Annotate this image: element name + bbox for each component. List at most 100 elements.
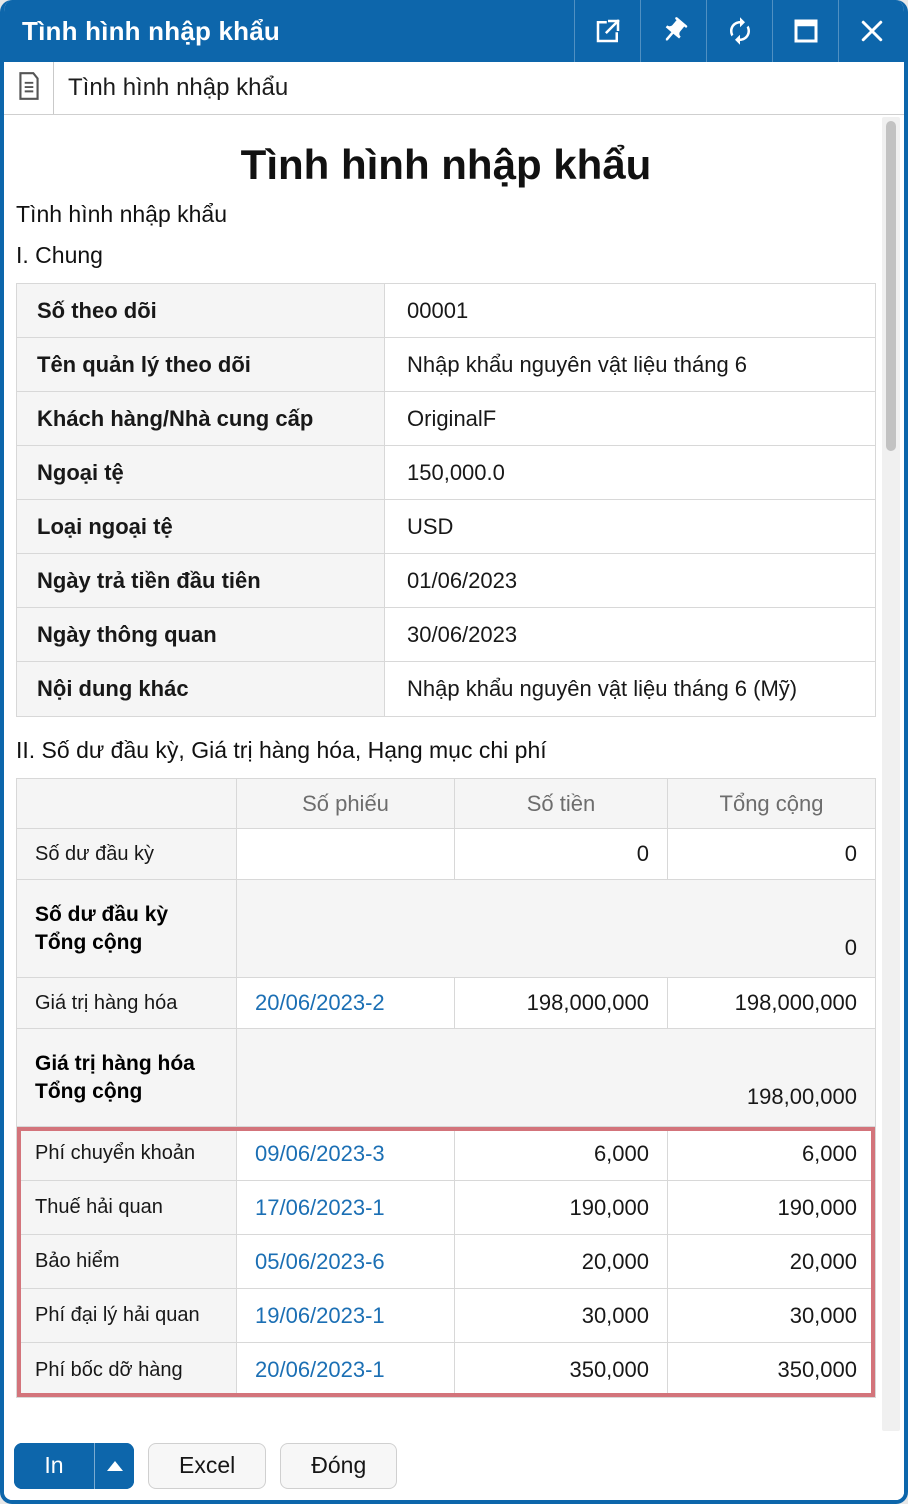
row-label-line2: Tổng cộng	[35, 930, 143, 954]
voucher-cell: 20/06/2023-1	[237, 1343, 455, 1397]
row-label: Giá trị hàng hóa Tổng cộng	[17, 1029, 237, 1126]
table-row-cost: Phí đại lý hải quan 19/06/2023-1 30,000 …	[17, 1289, 875, 1343]
maximize-button[interactable]	[772, 0, 838, 62]
total-cell: 198,000,000	[734, 990, 857, 1015]
print-split-button: In	[14, 1442, 134, 1489]
table-row-opening-balance: Số dư đầu kỳ 0 0	[17, 829, 875, 880]
refresh-icon	[725, 16, 755, 46]
total-cell: 190,000	[777, 1194, 857, 1220]
row-label: Số dư đầu kỳ Tổng cộng	[17, 880, 237, 977]
maximize-icon	[791, 16, 821, 46]
row-value: 30/06/2023	[385, 608, 875, 661]
voucher-cell: 05/06/2023-6	[237, 1235, 455, 1288]
row-label: Số dư đầu kỳ	[17, 829, 237, 879]
row-value: 150,000.0	[385, 446, 875, 499]
pin-button[interactable]	[640, 0, 706, 62]
amount-cell: 6,000	[455, 1127, 668, 1180]
total-cell: 350,000	[777, 1357, 857, 1382]
section1-heading: I. Chung	[16, 242, 103, 268]
pin-icon	[659, 16, 689, 46]
table-row-cost: Bảo hiểm 05/06/2023-6 20,000 20,000	[17, 1235, 875, 1289]
excel-button[interactable]: Excel	[148, 1442, 267, 1489]
row-label: Phí bốc dỡ hàng	[17, 1343, 237, 1397]
table-row-cost: Phí chuyển khoản 09/06/2023-3 6,000 6,00…	[17, 1127, 875, 1181]
table-row-cost: Thuế hải quan 17/06/2023-1 190,000 190,0…	[17, 1181, 875, 1235]
row-label: Ngày thông quan	[17, 608, 385, 661]
vertical-scrollbar[interactable]	[882, 117, 900, 1431]
column-header-amount: Số tiền	[455, 779, 668, 828]
window-title: Tình hình nhập khẩu	[22, 15, 280, 46]
column-header-total: Tổng cộng	[719, 790, 824, 816]
voucher-link[interactable]: 09/06/2023-3	[255, 1140, 385, 1166]
footer-toolbar: In Excel Đóng	[4, 1431, 904, 1500]
row-label: Nội dung khác	[17, 662, 385, 716]
open-in-new-window-icon	[593, 16, 623, 46]
amount-cell: 190,000	[455, 1181, 668, 1234]
scrollbar-thumb[interactable]	[886, 121, 896, 451]
row-label-line2: Tổng cộng	[35, 1079, 143, 1103]
row-value: Nhập khẩu nguyên vật liệu tháng 6	[385, 338, 875, 391]
voucher-cell: 19/06/2023-1	[237, 1289, 455, 1342]
row-label: Phí đại lý hải quan	[17, 1289, 237, 1342]
table-header-row: Số phiếu Số tiền Tổng cộng	[17, 779, 875, 829]
row-value: 00001	[385, 284, 875, 337]
table-row: Khách hàng/Nhà cung cấp OriginalF	[17, 392, 875, 446]
row-value: 01/06/2023	[385, 554, 875, 607]
amount-cell: 30,000	[455, 1289, 668, 1342]
voucher-cell: 20/06/2023-2	[237, 978, 455, 1028]
row-label: Tên quản lý theo dõi	[17, 338, 385, 391]
total-cell: 198,00,000	[746, 1084, 857, 1109]
section2-heading: II. Số dư đầu kỳ, Giá trị hàng hóa, Hạng…	[16, 737, 547, 763]
table-row: Nội dung khác Nhập khẩu nguyên vật liệu …	[17, 662, 875, 716]
document-tab-button[interactable]	[4, 62, 54, 114]
column-header-empty	[17, 779, 237, 828]
report-body: Tình hình nhập khẩu Tình hình nhập khẩu …	[4, 115, 876, 1431]
row-label-line1: Số dư đầu kỳ	[35, 902, 169, 926]
voucher-link[interactable]: 20/06/2023-1	[255, 1357, 385, 1382]
total-cell: 6,000	[801, 1140, 857, 1166]
voucher-cell	[237, 829, 455, 879]
refresh-button[interactable]	[706, 0, 772, 62]
table-row: Tên quản lý theo dõi Nhập khẩu nguyên vậ…	[17, 338, 875, 392]
voucher-link[interactable]: 05/06/2023-6	[255, 1248, 385, 1274]
total-cell: 30,000	[789, 1302, 857, 1328]
report-subtitle: Tình hình nhập khẩu	[16, 201, 227, 227]
voucher-link[interactable]: 19/06/2023-1	[255, 1302, 385, 1328]
row-label: Ngoại tệ	[17, 446, 385, 499]
report-scroll-area: Tình hình nhập khẩu Tình hình nhập khẩu …	[4, 115, 904, 1431]
total-cell: 0	[844, 841, 857, 866]
balance-cost-table: Số phiếu Số tiền Tổng cộng Số dư đầu kỳ …	[16, 778, 876, 1398]
voucher-cell: 17/06/2023-1	[237, 1181, 455, 1234]
table-row-goods-value-total: Giá trị hàng hóa Tổng cộng 198,00,000	[17, 1029, 875, 1127]
table-row-opening-balance-total: Số dư đầu kỳ Tổng cộng 0	[17, 880, 875, 978]
close-button[interactable]	[838, 0, 904, 62]
row-value: USD	[385, 500, 875, 553]
column-header-voucher: Số phiếu	[237, 779, 455, 828]
table-row: Ngày trả tiền đầu tiên 01/06/2023	[17, 554, 875, 608]
row-value: Nhập khẩu nguyên vật liệu tháng 6 (Mỹ)	[385, 662, 875, 716]
total-cell: 0	[844, 935, 857, 960]
row-label: Bảo hiểm	[17, 1235, 237, 1288]
row-label: Ngày trả tiền đầu tiên	[17, 554, 385, 607]
close-dialog-button[interactable]: Đóng	[280, 1442, 398, 1489]
table-row: Ngoại tệ 150,000.0	[17, 446, 875, 500]
print-button[interactable]: In	[14, 1442, 94, 1489]
amount-cell: 198,000,000	[455, 978, 668, 1028]
amount-cell: 350,000	[455, 1343, 668, 1397]
row-label: Số theo dõi	[17, 284, 385, 337]
row-label: Phí chuyển khoản	[17, 1127, 237, 1180]
close-icon	[857, 16, 887, 46]
total-cell: 20,000	[789, 1248, 857, 1274]
row-label: Khách hàng/Nhà cung cấp	[17, 392, 385, 445]
open-in-new-window-button[interactable]	[574, 0, 640, 62]
table-row: Ngày thông quan 30/06/2023	[17, 608, 875, 662]
row-label-line1: Giá trị hàng hóa	[35, 1051, 195, 1075]
print-menu-button[interactable]	[94, 1442, 134, 1489]
voucher-link[interactable]: 17/06/2023-1	[255, 1194, 385, 1220]
row-value: OriginalF	[385, 392, 875, 445]
voucher-link[interactable]: 20/06/2023-2	[255, 990, 385, 1015]
breadcrumb-bar: Tình hình nhập khẩu	[4, 62, 904, 115]
amount-cell: 20,000	[455, 1235, 668, 1288]
row-label: Giá trị hàng hóa	[17, 978, 237, 1028]
